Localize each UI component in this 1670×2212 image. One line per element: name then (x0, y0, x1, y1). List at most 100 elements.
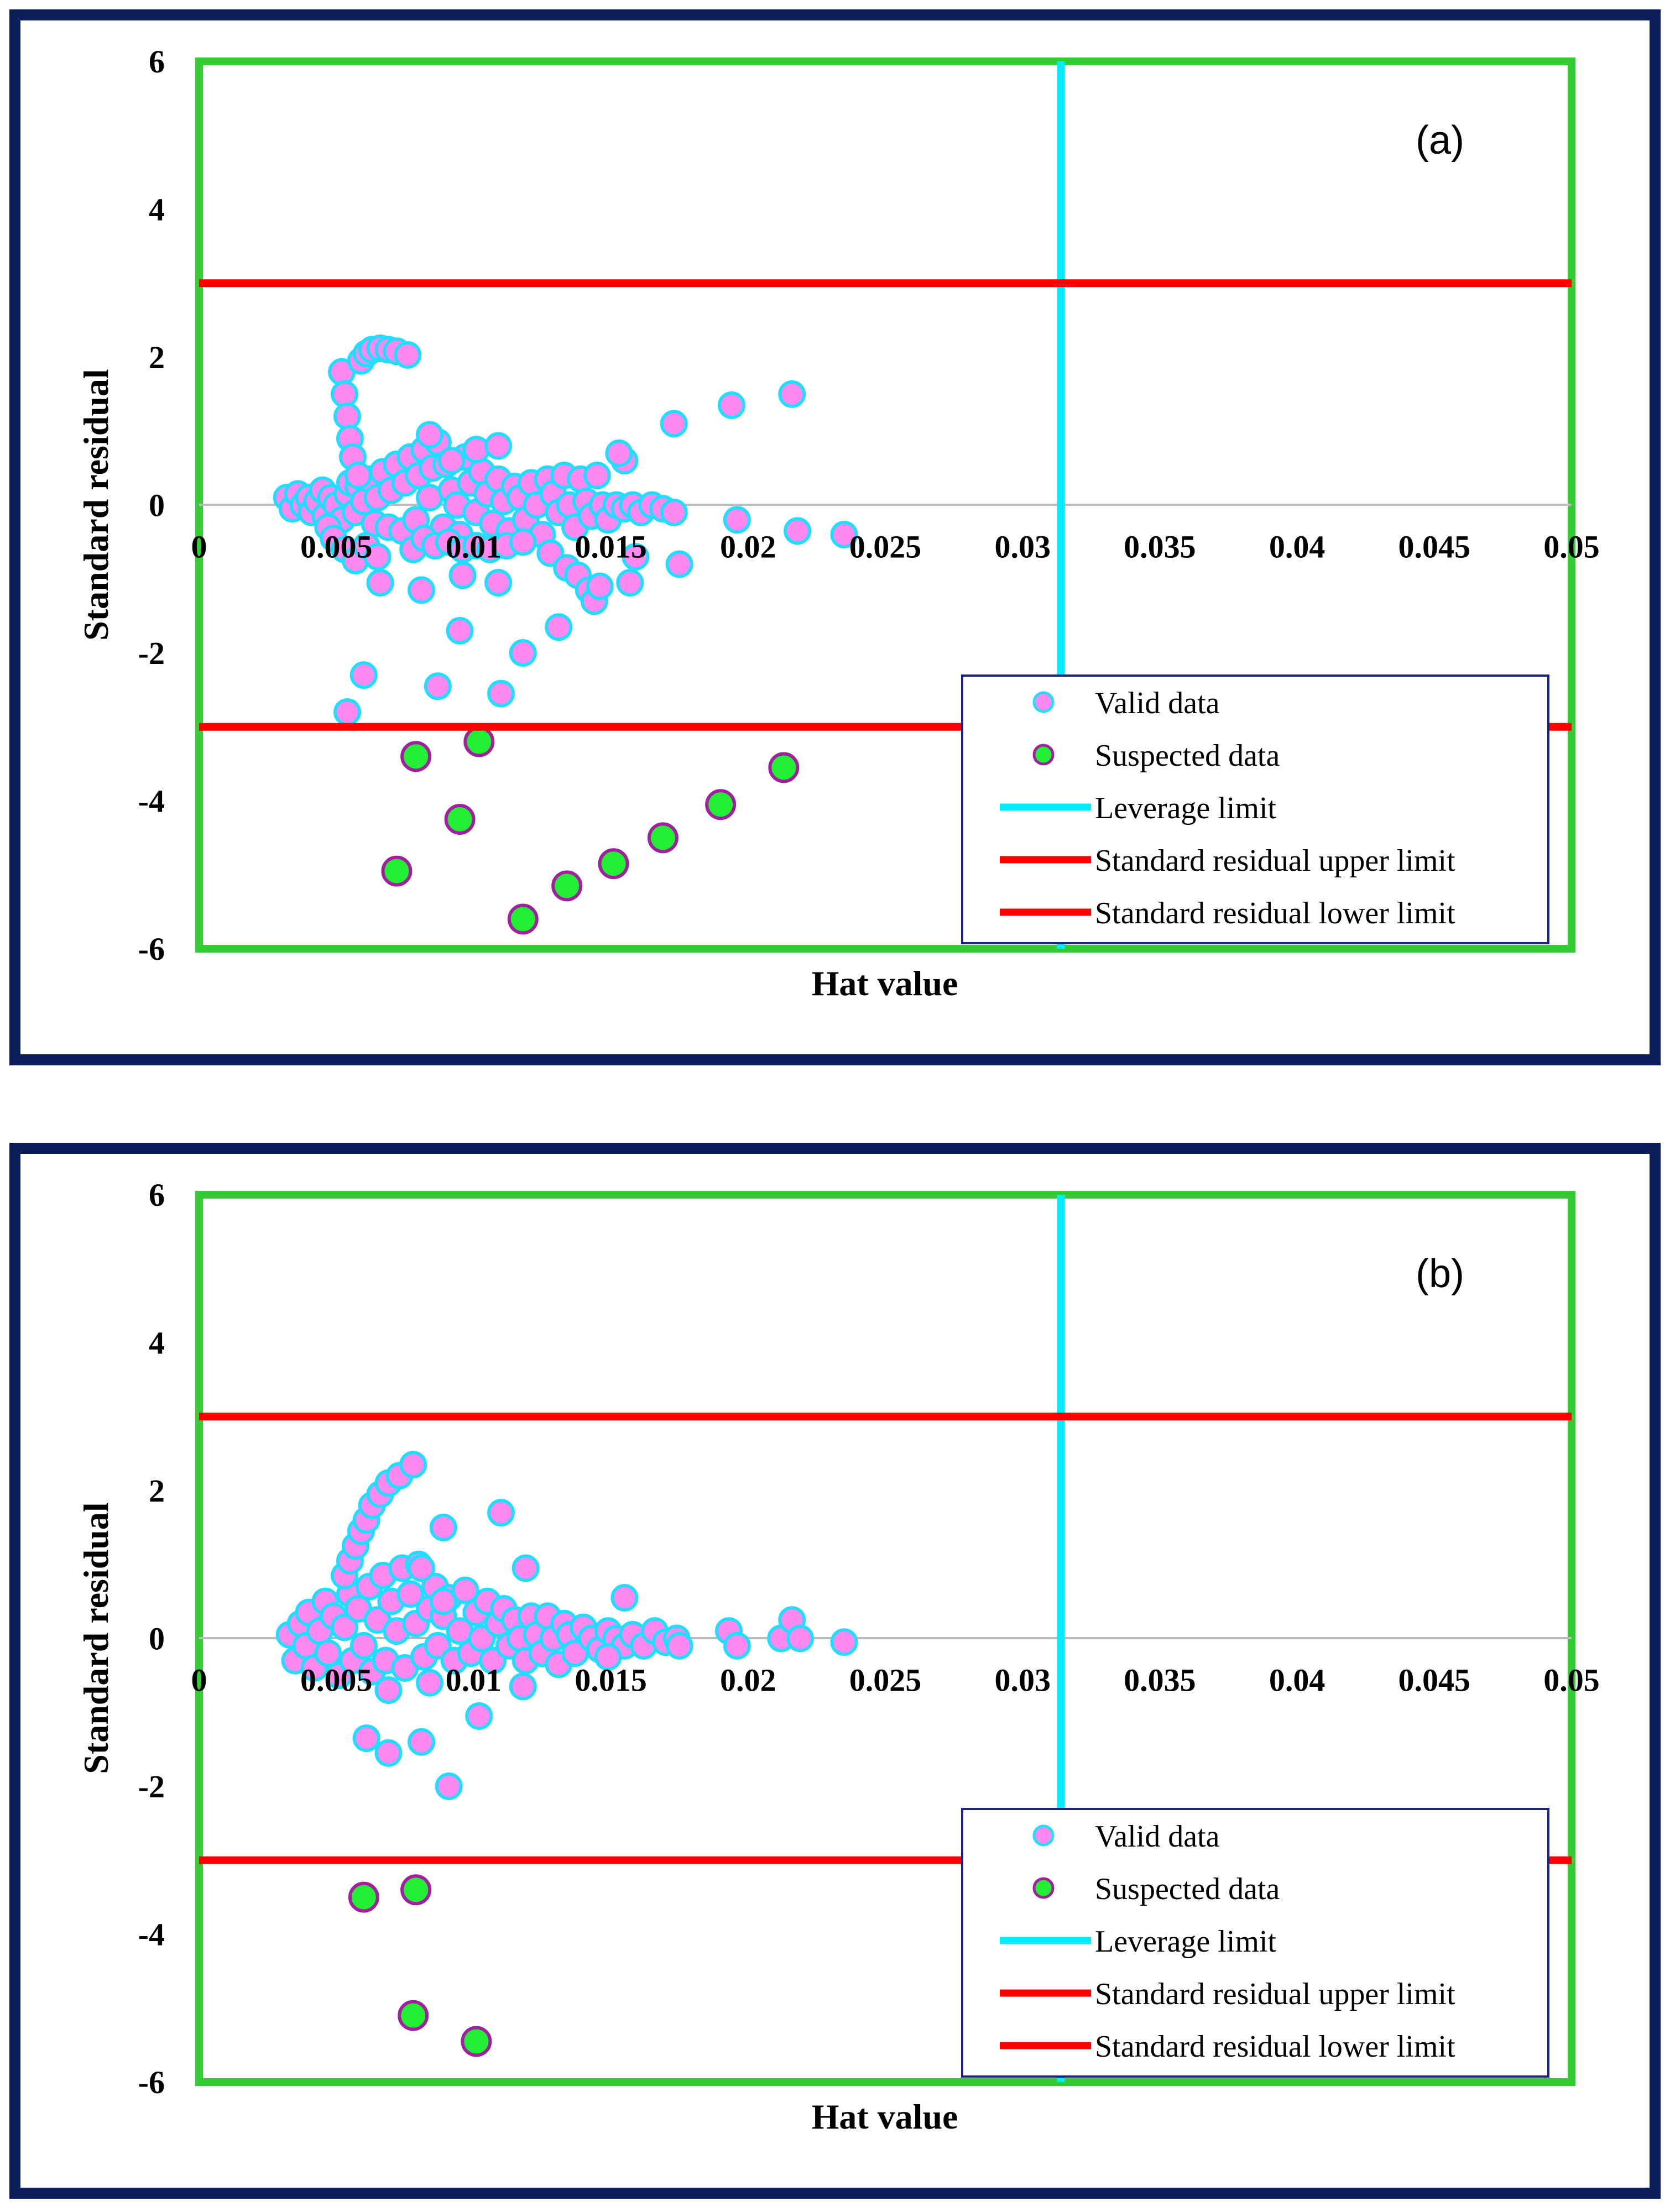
valid-point-a-110 (408, 576, 436, 604)
suspected-point-a-4 (507, 903, 539, 935)
x-tick-label-a-2: 0.01 (446, 529, 502, 565)
valid-point-a-111 (448, 561, 477, 589)
panel-b-x-ticks: 0 0.005 0.01 0.015 0.02 0.025 0.03 0.035 0.04 0.0… (191, 1662, 1600, 1698)
suspected-point-a-6 (598, 848, 629, 880)
valid-point-b-90 (415, 1669, 443, 1697)
y-tick-label-b-3: 0 (149, 1621, 165, 1657)
x-tick-label-a-9: 0.045 (1398, 529, 1471, 565)
valid-point-a-123 (545, 613, 573, 641)
valid-point-b-99 (665, 1631, 693, 1660)
x-tick-label-a-6: 0.03 (994, 529, 1051, 565)
valid-point-a-112 (484, 568, 513, 597)
x-tick-label-b-4: 0.02 (720, 1662, 776, 1698)
legend-valid-label: Valid data (1095, 686, 1220, 720)
valid-point-b-36 (451, 1576, 479, 1604)
valid-point-a-116 (718, 391, 746, 419)
panel-b-legend: Valid data Suspected data Leverage limit… (961, 1808, 1549, 2078)
legend-lower-label: Standard residual lower limit (1095, 896, 1455, 930)
y-tick-label-a-3: 0 (149, 488, 165, 524)
suspected-point-b-2 (398, 2000, 429, 2031)
valid-point-a-129 (437, 447, 466, 475)
valid-point-a-108 (616, 568, 644, 597)
valid-point-b-83 (408, 1554, 436, 1582)
valid-point-a-124 (349, 661, 378, 689)
valid-point-b-80 (487, 1499, 515, 1527)
valid-point-a-73 (331, 380, 359, 408)
legend-leverage-label: Leverage limit (1095, 791, 1277, 825)
y-tick-label-b-1: 4 (149, 1325, 165, 1361)
valid-point-b-81 (512, 1554, 540, 1582)
y-tick-label-a-0: 6 (149, 44, 165, 80)
legend-leverage-label: Leverage limit (1095, 1925, 1277, 1959)
valid-point-b-15 (349, 1631, 378, 1660)
y-tick-label-a-1: 4 (149, 192, 165, 228)
y-tick-label-b-0: 6 (149, 1177, 165, 1213)
panel-b-xlabel: Hat value (812, 2097, 958, 2136)
x-tick-label-b-9: 0.045 (1398, 1662, 1471, 1698)
x-tick-label-a-8: 0.04 (1269, 529, 1325, 565)
valid-point-a-77 (344, 462, 372, 489)
y-tick-label-b-2: 2 (149, 1473, 165, 1509)
x-tick-label-b-1: 0.005 (300, 1662, 373, 1698)
panel-a-label: (a) (1416, 118, 1464, 163)
valid-point-a-62 (583, 462, 611, 489)
y-tick-label-a-4: -2 (138, 635, 165, 671)
suspected-point-a-1 (463, 726, 495, 757)
panel-a-x-ticks: 0 0.005 0.01 0.015 0.02 0.025 0.03 0.035 0.04 0.0… (191, 529, 1600, 565)
valid-point-b-78 (399, 1451, 427, 1479)
panel-a-ylabel: Standard residual (76, 369, 116, 640)
valid-point-a-121 (446, 616, 474, 645)
valid-point-a-120 (830, 521, 858, 548)
x-tick-label-a-7: 0.035 (1124, 529, 1196, 565)
x-tick-label-b-7: 0.035 (1124, 1662, 1196, 1698)
valid-point-a-105 (586, 572, 614, 600)
valid-point-b-84 (352, 1724, 380, 1753)
suspected-point-a-9 (768, 752, 800, 783)
valid-point-a-115 (660, 410, 688, 438)
valid-point-a-122 (509, 639, 537, 667)
legend-lower-label: Standard residual lower limit (1095, 2030, 1455, 2064)
valid-point-a-109 (366, 568, 394, 597)
x-tick-label-b-3: 0.015 (575, 1662, 647, 1698)
x-tick-label-b-2: 0.01 (446, 1662, 502, 1698)
legend-suspected-label: Suspected data (1095, 739, 1280, 773)
legend-valid-marker (1032, 691, 1055, 713)
valid-point-a-119 (784, 517, 812, 545)
valid-point-b-92 (594, 1643, 622, 1671)
suspected-point-a-2 (444, 803, 476, 835)
valid-point-a-71 (660, 498, 688, 526)
y-tick-label-b-6: -6 (138, 2064, 165, 2100)
valid-point-b-98 (830, 1628, 858, 1656)
valid-point-b-87 (465, 1702, 493, 1730)
suspected-point-a-5 (551, 870, 583, 902)
panel-b-y-ticks: 6 4 2 0 -2 -4 -6 (138, 1177, 165, 2100)
valid-point-a-74 (333, 402, 362, 430)
legend-suspected-marker (1032, 744, 1055, 766)
valid-point-b-89 (374, 1676, 403, 1704)
x-tick-label-a-4: 0.02 (720, 529, 776, 565)
valid-point-a-125 (424, 672, 452, 700)
suspected-point-a-0 (400, 741, 432, 772)
panel-b-label: (b) (1416, 1252, 1464, 1296)
x-tick-label-a-0: 0 (191, 529, 207, 565)
y-tick-label-b-5: -4 (138, 1917, 165, 1953)
panel-b-ylabel: Standard residual (76, 1502, 116, 1774)
panel-a-marks (273, 334, 858, 935)
suspected-point-a-3 (381, 855, 413, 887)
legend-valid-label: Valid data (1095, 1819, 1220, 1854)
valid-point-b-79 (429, 1513, 457, 1541)
valid-point-a-131 (484, 432, 513, 460)
legend-valid-marker (1032, 1824, 1055, 1847)
panel-a-xlabel: Hat value (812, 964, 958, 1003)
panel-a: 0 0.005 0.01 0.015 0.02 0.025 0.03 0.035 0.04 0.0… (9, 9, 1661, 1065)
x-tick-label-b-5: 0.025 (849, 1662, 922, 1698)
valid-point-a-90 (363, 543, 392, 571)
valid-point-a-114 (605, 439, 633, 467)
valid-point-b-11 (331, 1613, 359, 1641)
suspected-point-b-0 (348, 1881, 379, 1913)
valid-point-a-117 (778, 380, 806, 408)
suspected-point-b-1 (400, 1874, 432, 1906)
valid-point-a-106 (622, 543, 650, 571)
legend-suspected-marker (1032, 1877, 1055, 1899)
